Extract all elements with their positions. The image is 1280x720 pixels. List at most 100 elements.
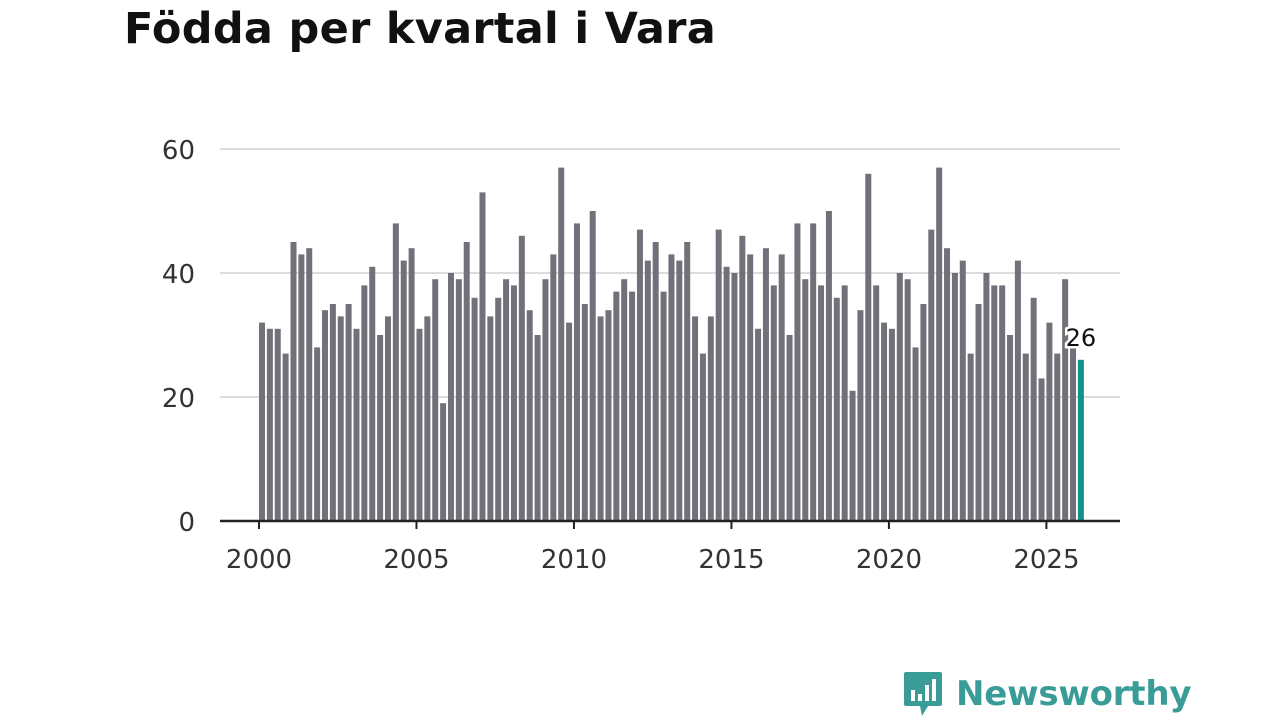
bar	[550, 254, 557, 521]
bar	[660, 291, 667, 521]
bar	[944, 248, 951, 521]
bar	[912, 347, 919, 521]
x-tick-label: 2015	[698, 545, 764, 575]
bar	[991, 285, 998, 521]
bar	[290, 242, 297, 521]
bar	[644, 260, 651, 521]
bar-chart-speech-bubble-icon	[904, 672, 942, 716]
bar	[345, 304, 352, 521]
highlighted-bar	[1077, 359, 1084, 521]
bar-chart: 0 20 40 60 2000 2005 2010 2015 2020 2025 26	[162, 136, 1120, 575]
bar	[361, 285, 368, 521]
bar	[676, 260, 683, 521]
bar	[510, 285, 517, 521]
bar	[455, 279, 462, 521]
bar	[463, 242, 470, 521]
bar	[652, 242, 659, 521]
bar	[479, 192, 486, 521]
x-tick-label: 2005	[383, 545, 449, 575]
bar	[802, 279, 809, 521]
bar	[384, 316, 391, 521]
bar	[770, 285, 777, 521]
bar	[377, 335, 384, 521]
bar	[440, 403, 447, 521]
bar	[857, 310, 864, 521]
bar	[755, 328, 762, 521]
bar	[967, 353, 974, 521]
bar	[731, 273, 738, 521]
brand-name: Newsworthy	[956, 674, 1192, 714]
chart-title: Födda per kvartal i Vara	[124, 4, 717, 54]
bar	[928, 229, 935, 521]
bar	[613, 291, 620, 521]
bar	[715, 229, 722, 521]
bar	[581, 304, 588, 521]
highlight-value-label: 26	[1066, 324, 1097, 352]
bar	[329, 304, 336, 521]
bar	[904, 279, 911, 521]
bar	[841, 285, 848, 521]
bar	[487, 316, 494, 521]
bar	[1007, 335, 1014, 521]
bar	[259, 322, 265, 521]
bar	[636, 229, 643, 521]
bar	[833, 297, 840, 521]
bar	[424, 316, 431, 521]
bar	[573, 223, 580, 521]
bar	[865, 173, 872, 522]
x-tick-label: 2010	[541, 545, 607, 575]
bar	[936, 167, 943, 521]
x-tick-label: 2000	[226, 545, 292, 575]
bar	[762, 248, 769, 521]
bar	[534, 335, 541, 521]
bar	[778, 254, 785, 521]
bar	[589, 211, 596, 521]
bar	[298, 254, 305, 521]
bar	[1054, 353, 1061, 521]
bar	[274, 328, 281, 521]
bar	[597, 316, 604, 521]
bar	[337, 316, 344, 521]
y-tick-label: 0	[178, 508, 195, 538]
bar	[621, 279, 628, 521]
bar	[888, 328, 895, 521]
bar	[1046, 322, 1053, 521]
y-tick-label: 20	[162, 384, 195, 414]
bar	[810, 223, 817, 521]
bar	[692, 316, 699, 521]
bar	[699, 353, 706, 521]
bar	[999, 285, 1006, 521]
bar	[1062, 279, 1069, 521]
bar	[321, 310, 328, 521]
bar	[518, 235, 525, 522]
bar	[400, 260, 407, 521]
bar	[416, 328, 423, 521]
x-tick-label: 2020	[856, 545, 922, 575]
bar	[873, 285, 880, 521]
bar	[1022, 353, 1029, 521]
bar	[975, 304, 982, 521]
bar	[1070, 347, 1077, 521]
bar	[1030, 297, 1037, 521]
bar	[353, 328, 360, 521]
bar	[849, 390, 856, 521]
bar	[983, 273, 990, 521]
bar	[526, 310, 533, 521]
bar	[786, 335, 793, 521]
bar	[951, 273, 958, 521]
x-tick-label: 2025	[1013, 545, 1079, 575]
bar	[896, 273, 903, 521]
bar	[707, 316, 714, 521]
bar	[959, 260, 966, 521]
bar	[408, 248, 415, 521]
bar	[794, 223, 801, 521]
bar	[471, 297, 478, 521]
bar	[605, 310, 612, 521]
bar	[723, 266, 730, 521]
bar	[266, 328, 273, 521]
bar	[369, 266, 376, 521]
bar	[739, 235, 746, 522]
brand-logo: Newsworthy	[902, 670, 1192, 718]
bar	[558, 167, 565, 521]
bar	[542, 279, 549, 521]
